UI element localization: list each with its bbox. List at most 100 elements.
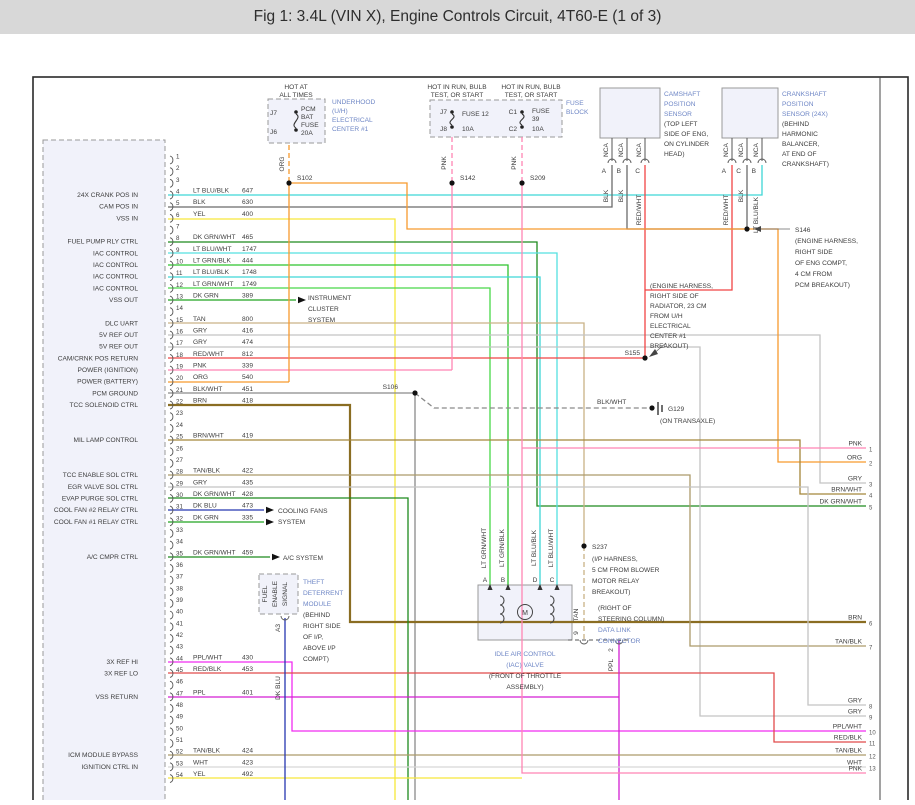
iac-pin-arrow-icon <box>537 584 543 590</box>
vertical-wire-label: BLK <box>738 189 745 202</box>
annotation-text: RIGHT SIDE OF <box>650 293 699 300</box>
pcm-wire-circuit-number: 423 <box>242 759 253 766</box>
pcm-pin-number: 46 <box>176 679 183 686</box>
vertical-wire-label: PNK <box>511 156 518 170</box>
annotation-text: 10A <box>532 126 544 133</box>
pcm-pin-arc <box>169 400 174 410</box>
component-name-label: ELECTRICAL <box>332 117 373 124</box>
annotation-text: BALANCER, <box>782 141 820 148</box>
figure-title: Fig 1: 3.4L (VIN X), Engine Controls Cir… <box>253 8 662 25</box>
wire-ltblublk <box>168 276 541 587</box>
pcm-pin-signal-label: 3X REF HI <box>106 659 138 666</box>
annotation-text: S106 <box>383 384 399 391</box>
annotation-text: ELECTRICAL <box>650 323 691 330</box>
annotation-text: B <box>752 168 757 175</box>
annotation-text: ON CYLINDER <box>664 141 709 148</box>
pcm-pin-arc <box>169 634 174 643</box>
exit-wire-label: BRN/WHT <box>831 487 862 494</box>
fuse-terminal-dot <box>294 128 298 132</box>
pcm-pin-number: 20 <box>176 375 183 382</box>
wire-redblk <box>168 672 866 743</box>
fuse-terminal-dot <box>294 110 298 114</box>
pcm-pin-number: 33 <box>176 527 183 534</box>
component-name-label: (IAC) VALVE <box>506 662 544 669</box>
pcm-pin-signal-label: 5V REF OUT <box>99 344 138 351</box>
pcm-pin-arc <box>169 692 174 702</box>
pcm-wire-circuit-number: 400 <box>242 211 253 218</box>
exit-wire-label: PPL/WHT <box>833 724 862 731</box>
annotation-text: D <box>533 577 538 584</box>
annotation-text: (RIGHT OF <box>598 605 632 612</box>
pcm-pin-signal-label: TCC SOLENOID CTRL <box>69 402 138 409</box>
annotation-text: (I/P HARNESS, <box>592 556 638 563</box>
exit-wire-number: 6 <box>869 622 873 628</box>
annotation-text: FUSE <box>532 108 550 115</box>
pcm-pin-arc <box>169 494 174 503</box>
pcm-pin-number: 35 <box>176 550 183 557</box>
pcm-pin-number: 25 <box>176 434 183 441</box>
annotation-text: (ENGINE HARNESS, <box>795 238 858 245</box>
iac-pin-arrow-icon <box>487 584 493 590</box>
pcm-pin-number: 6 <box>176 212 180 219</box>
wire-org <box>289 182 866 463</box>
annotation-text: (FRONT OF THROTTLE <box>489 673 562 680</box>
exit-wire-number: 3 <box>869 483 873 489</box>
pcm-pin-arc <box>169 657 174 667</box>
vertical-wire-label: PNK <box>441 156 448 170</box>
annotation-text: HOT IN RUN, BULB <box>427 84 487 91</box>
annotation-text: TEST, OR START <box>505 92 558 99</box>
exit-wire-label: PNK <box>848 766 862 773</box>
exit-wire-label: BRN <box>848 615 862 622</box>
vertical-wire-label: LT BLU/WHT <box>548 529 555 568</box>
component-name-label: DETERRENT <box>303 590 343 597</box>
pcm-pin-signal-label: DLC UART <box>105 320 138 327</box>
annotation-text: J7 <box>440 109 447 116</box>
annotation-text: J7 <box>270 110 277 117</box>
theft-pin-arc <box>280 615 290 621</box>
pcm-pin-number: 16 <box>176 329 183 336</box>
pcm-wire-color-label: TAN/BLK <box>193 748 221 755</box>
pcm-pin-number: 52 <box>176 749 183 756</box>
pcm-pin-number: 13 <box>176 294 183 301</box>
iac-pin-arrow-icon <box>505 584 511 590</box>
pcm-pin-signal-label: 3X REF LO <box>104 670 138 677</box>
pcm-pin-signal-label: IGNITION CTRL IN <box>81 764 138 771</box>
exit-wire-number: 4 <box>869 494 873 500</box>
pcm-pin-number: 51 <box>176 737 183 744</box>
annotation-text: SIDE OF ENG, <box>664 131 708 138</box>
annotation-text: FUSE 12 <box>462 111 489 118</box>
pcm-pin-arc <box>169 178 174 188</box>
pcm-wire-circuit-number: 435 <box>242 479 253 486</box>
component-name-label: CENTER #1 <box>332 126 369 133</box>
pcm-wire-color-label: WHT <box>193 759 208 766</box>
fuse-element-icon <box>519 113 525 126</box>
pcm-wire-circuit-number: 389 <box>242 293 253 300</box>
pcm-wire-color-label: LT BLU/BLK <box>193 269 230 276</box>
annotation-text: BAT <box>301 114 313 121</box>
system-arrow-icon <box>272 553 280 561</box>
wire-ltblublk <box>168 165 763 196</box>
annotation-text: 5 CM FROM BLOWER <box>592 567 660 574</box>
component-name-label: BLOCK <box>566 109 589 116</box>
exit-wire-label: TAN/BLK <box>835 748 863 755</box>
annotation-text: OF I/P, <box>303 634 323 641</box>
pcm-pin-number: 21 <box>176 387 183 394</box>
pcm-pin-signal-label: IAC CONTROL <box>93 250 138 257</box>
pcm-wire-color-label: BLK/WHT <box>193 386 222 393</box>
vertical-wire-label: LT GRN/BLK <box>499 528 506 566</box>
pcm-pin-arc <box>169 353 174 363</box>
fuse-terminal-dot <box>450 125 454 129</box>
pcm-pin-arc <box>169 307 174 317</box>
wire-ltbluwht <box>168 252 558 587</box>
annotation-text: SYSTEM <box>278 519 305 526</box>
pcm-pin-arc <box>169 610 174 620</box>
fuse-element-icon <box>293 113 299 129</box>
component-name-label: CRANKSHAFT <box>782 91 827 98</box>
pcm-wire-color-label: LT BLU/BLK <box>193 188 230 195</box>
exit-wire-number: 10 <box>869 731 876 737</box>
pcm-pin-number: 45 <box>176 667 183 674</box>
pcm-pin-arc <box>169 155 174 165</box>
pcm-pin-arc <box>169 225 174 235</box>
